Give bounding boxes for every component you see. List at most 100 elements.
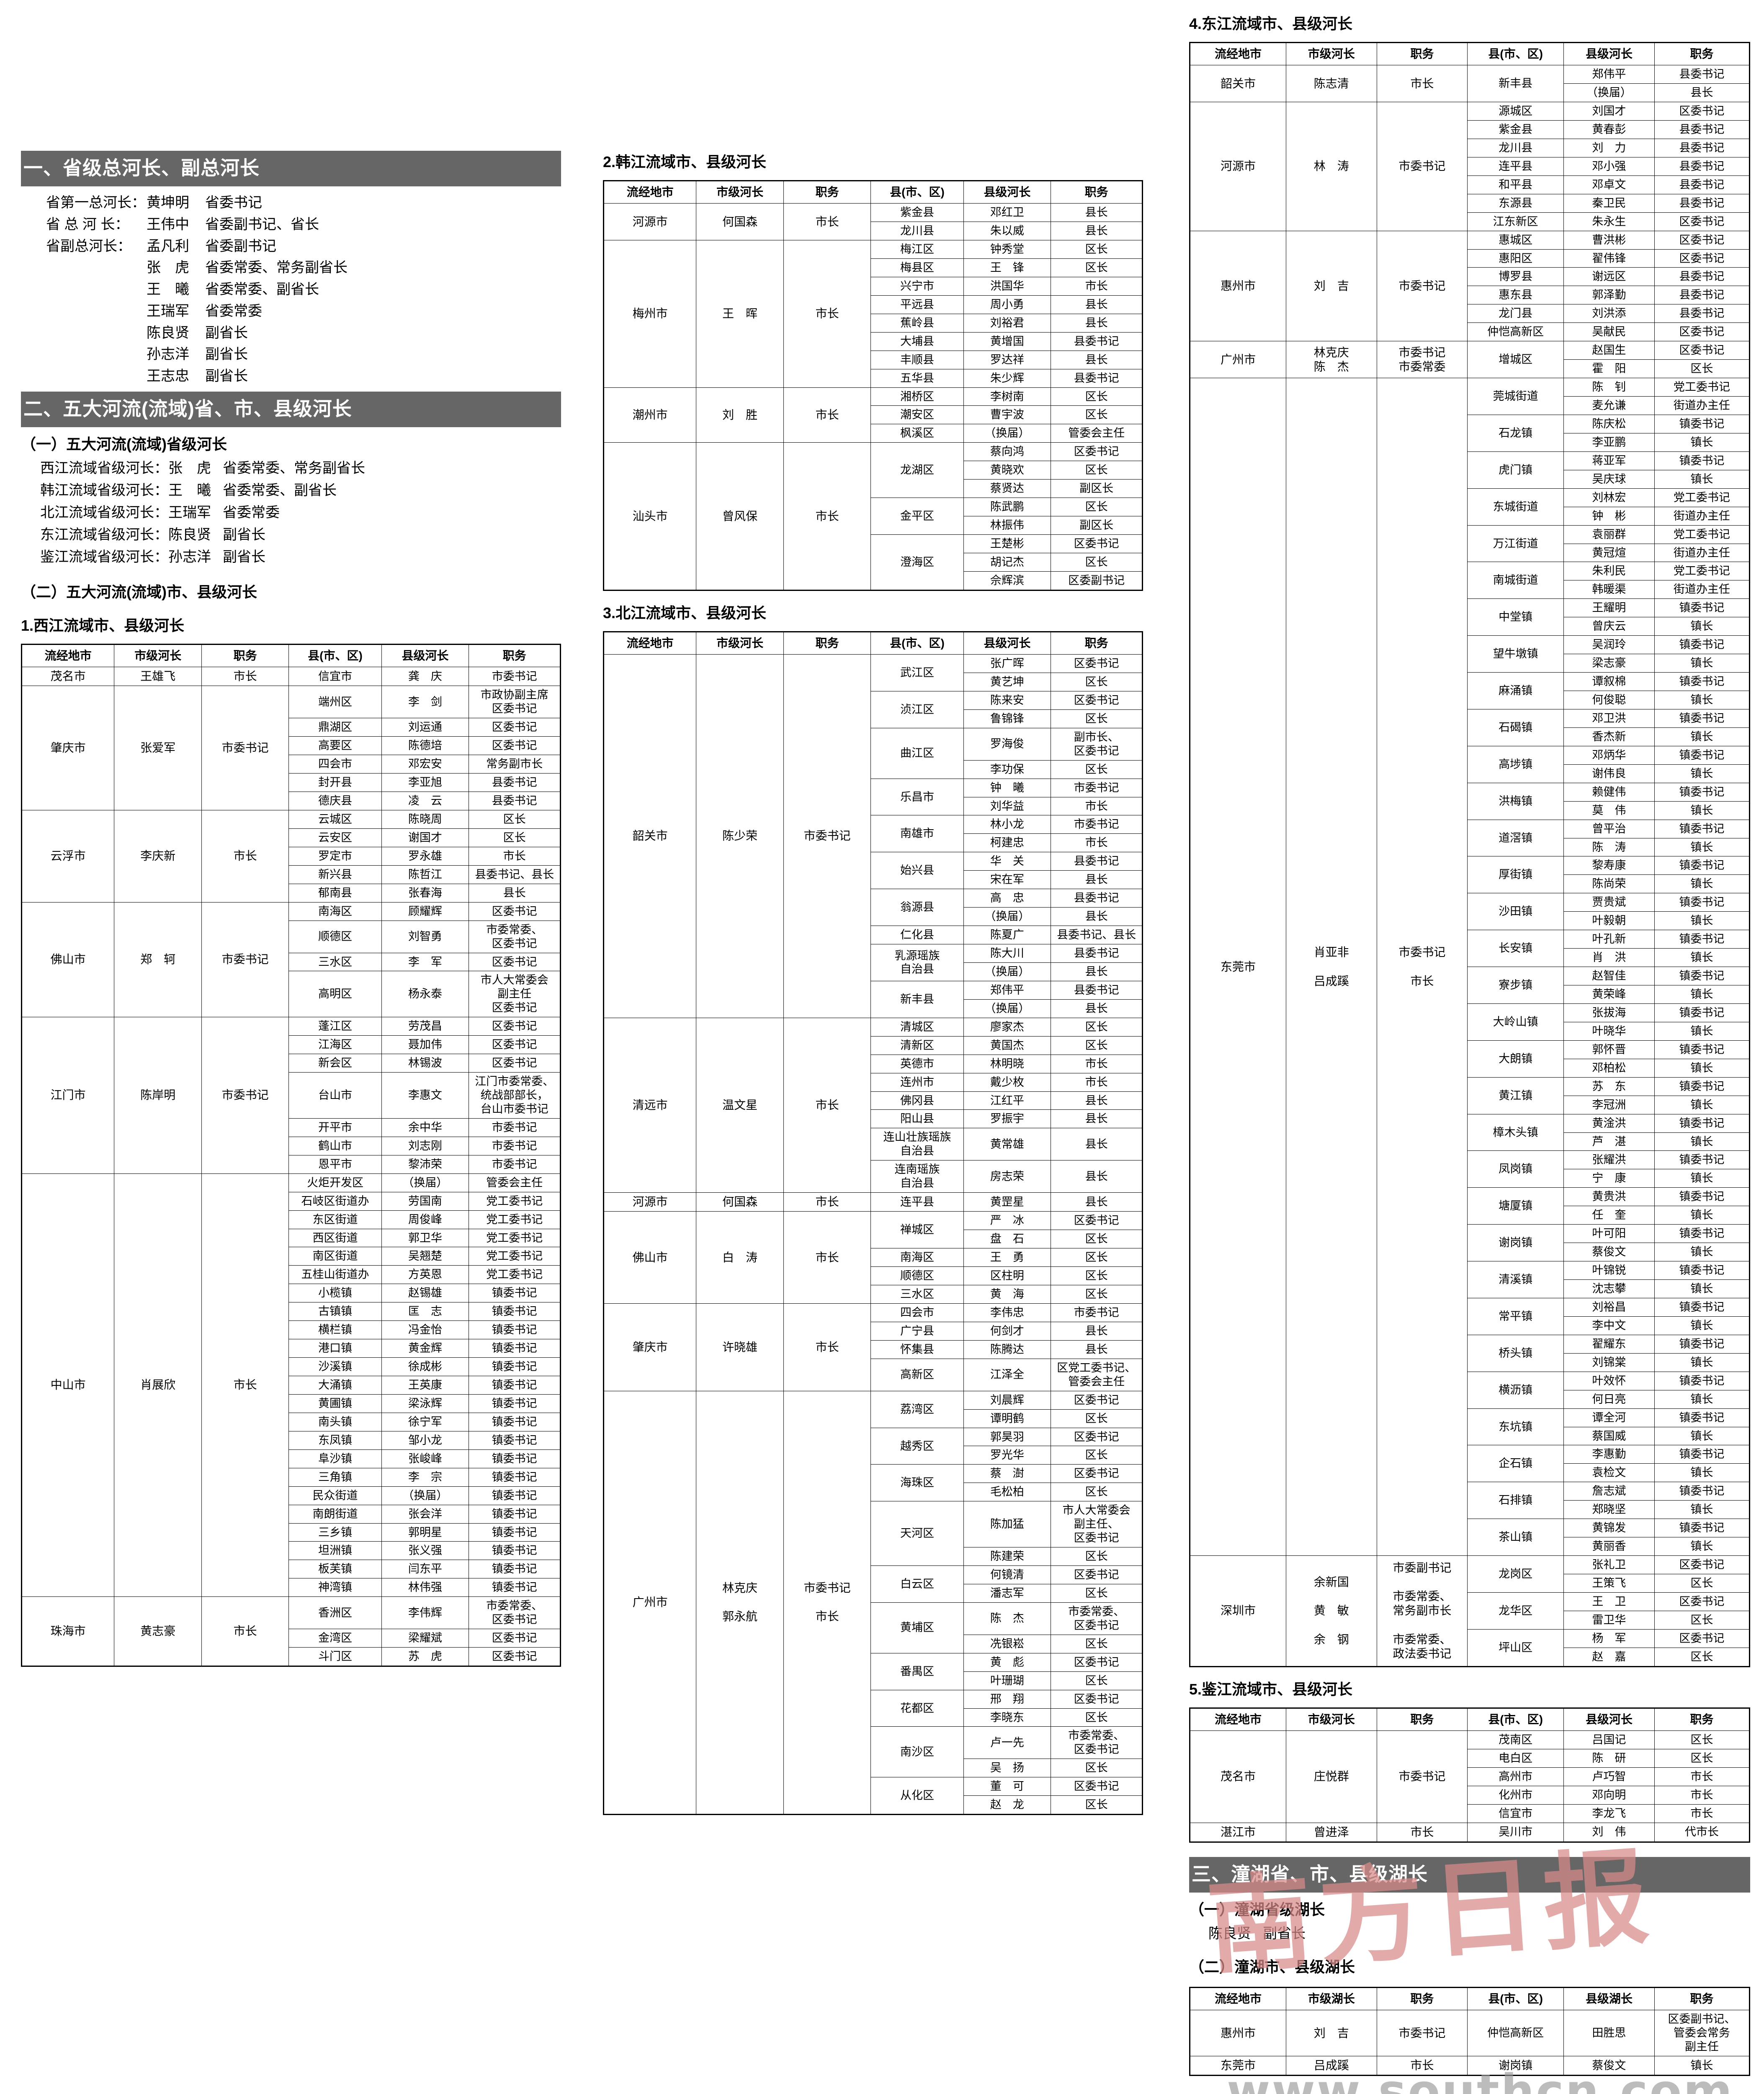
table-row: 谭明鹤 区长 xyxy=(604,1409,1143,1428)
table-row: 厚街镇 黎寿康 镇委书记 xyxy=(1190,856,1750,894)
table-header-row: 流经地市 市级河长 职务 县(市、区) 县级河长 职务 xyxy=(1190,1707,1750,1731)
county-cell: 怀集县 xyxy=(870,1340,964,1359)
county-cell: 石碣镇 xyxy=(1467,709,1564,746)
county-post-cell: 区委书记 xyxy=(469,952,561,972)
county-cell: 紫金县 xyxy=(870,203,964,222)
county-post-cell: 镇长 xyxy=(1654,1206,1750,1225)
county-post-cell: 区委书记 xyxy=(1051,1565,1143,1584)
table-row: 茂名市 庄悦群 市委书记 茂南区 吕国记 区长 xyxy=(1190,1730,1750,1823)
county-cell: 潮安区 xyxy=(870,405,964,425)
county-chief-cell: 刘 力 xyxy=(1563,138,1655,157)
table-row: 凤岗镇 张耀洪 镇委书记 xyxy=(1190,1150,1750,1188)
county-post-cell: 区委书记 xyxy=(469,902,561,921)
county-chief-cell: 何俊聪 xyxy=(1563,691,1655,709)
county-chief-cell: 曹宇波 xyxy=(963,405,1051,425)
county-chief-cell: 吴翘楚 xyxy=(381,1247,469,1266)
county-chief-cell: 冯金怡 xyxy=(381,1320,469,1340)
county-chief-cell: 李伟忠 xyxy=(963,1303,1051,1322)
table-row: 坦洲镇 张义强 镇委书记 xyxy=(22,1541,561,1560)
river-chief-table: 流经地市 市级河长 职务 县(市、区) 县级河长 职务 河源市 何国森 市长 紫金县 邓红卫 县长 龙川… xyxy=(603,180,1143,591)
roster-line: 孙志洋 副省长 xyxy=(147,346,248,363)
county-chief-cell: （换届） xyxy=(963,907,1051,926)
county-post-cell: 镇委书记 xyxy=(1654,1334,1750,1354)
county-chief-cell: 凌 云 xyxy=(381,792,469,811)
county-post-cell: 镇长 xyxy=(1654,985,1750,1004)
county-chief-cell: 刘国才 xyxy=(1563,102,1655,121)
table-row: 韶关市 陈志清 市长 新丰县 郑伟平 县委书记 xyxy=(1190,65,1750,103)
table-row: 封开县 李亚旭 县委书记 xyxy=(22,773,561,792)
county-cell: 台山市 xyxy=(288,1072,382,1119)
table-row: 刘锦棠 镇长 xyxy=(1190,1353,1750,1372)
county-chief-cell: 钟 曦 xyxy=(963,778,1051,797)
county-cell: 连南瑶族 自治县 xyxy=(870,1160,964,1193)
county-post-cell: 区长 xyxy=(1051,1230,1143,1249)
county-post-cell: 副市长、 区委书记 xyxy=(1051,727,1143,761)
table-row: 鹤山市 刘志刚 市委书记 xyxy=(22,1136,561,1155)
county-cell: 端州区 xyxy=(288,686,382,719)
county-cell: 坪山区 xyxy=(1467,1629,1564,1667)
table-row: 东莞市 吕成蹊 市长 谢岗镇 蔡俊文 镇长 xyxy=(1190,2056,1750,2076)
table-row: 板芙镇 闫东平 镇委书记 xyxy=(22,1560,561,1579)
county-chief-cell: 蔡贤达 xyxy=(963,479,1051,498)
county-cell: 南雄市 xyxy=(870,815,964,853)
river-chief-line: 鉴江流域省级河长：孙志洋 副省长 xyxy=(40,549,265,565)
city-cell: 云浮市 xyxy=(21,810,115,903)
county-chief-cell: 芦 湛 xyxy=(1563,1132,1655,1151)
county-chief-cell: 蔡 澍 xyxy=(963,1464,1051,1483)
county-cell: 新会区 xyxy=(288,1054,382,1073)
county-post-cell: 镇委书记 xyxy=(1654,1261,1750,1280)
river-chief-table: 流经地市 市级河长 职务 县(市、区) 县级河长 职务 韶关市 陈少荣 市委书记 武江区 张广晖 区委… xyxy=(603,631,1143,1815)
county-post-cell: 镇长 xyxy=(1654,1095,1750,1114)
hz-cell: 林 涛 xyxy=(1285,102,1377,231)
county-post-cell: 党工委书记 xyxy=(1654,488,1750,507)
post-cell: 市委书记 xyxy=(201,686,289,811)
table-row: 广宁县 何剑才 县长 xyxy=(604,1321,1143,1341)
county-chief-cell: 胡记杰 xyxy=(963,552,1051,572)
river-chief-line: 西江流域省级河长：张 虎省委常委、常务副省长 xyxy=(40,460,365,476)
county-post-cell: 镇委书记 xyxy=(469,1560,561,1579)
column-header: 县(市、区) xyxy=(288,644,382,668)
county-chief-cell: 林伟强 xyxy=(381,1578,469,1597)
city-cell: 东莞市 xyxy=(1190,378,1286,1556)
river-chief-table: 流经地市 市级河长 职务 县(市、区) 县级河长 职务 茂名市 庄悦群 市委书记 茂南区 吕国记 区长… xyxy=(1189,1707,1750,1843)
hz-cell: 李庆新 xyxy=(114,810,202,903)
county-chief-cell: 杨 军 xyxy=(1563,1629,1655,1648)
county-post-cell: 区委书记 xyxy=(469,1035,561,1055)
table-row: 黄冠煊 街道办主任 xyxy=(1190,543,1750,562)
table-row: 大岭山镇 张拔海 镇委书记 xyxy=(1190,1003,1750,1041)
county-cell: 横沥镇 xyxy=(1467,1371,1564,1409)
county-cell: 麻涌镇 xyxy=(1467,672,1564,709)
county-cell: 古镇镇 xyxy=(288,1302,382,1321)
table-row: 雷卫华 区长 xyxy=(1190,1610,1750,1630)
county-post-cell: 镇长 xyxy=(1654,1390,1750,1409)
county-chief-cell: 罗永雄 xyxy=(381,846,469,866)
county-post-cell: 区委书记 xyxy=(1051,534,1143,553)
county-cell: 黄江镇 xyxy=(1467,1077,1564,1114)
county-cell: 石排镇 xyxy=(1467,1482,1564,1519)
county-cell: 惠城区 xyxy=(1467,230,1564,250)
county-post-cell: 镇长 xyxy=(1654,838,1750,857)
city-cell: 惠州市 xyxy=(1190,2010,1286,2057)
county-chief-cell: 房志荣 xyxy=(963,1160,1051,1193)
county-chief-cell: 陈 钊 xyxy=(1563,378,1655,397)
table-row: 黄艺坤 区长 xyxy=(604,672,1143,691)
county-post-cell: 镇委书记 xyxy=(1654,930,1750,949)
county-chief-cell: 刘洪添 xyxy=(1563,304,1655,323)
county-cell: 清新区 xyxy=(870,1036,964,1055)
county-chief-cell: 赖健伟 xyxy=(1563,782,1655,802)
column-header: 市级湖长 xyxy=(1285,1987,1377,2011)
county-post-cell: 市长 xyxy=(1051,797,1143,816)
county-cell: 茶山镇 xyxy=(1467,1519,1564,1556)
county-chief-cell: 叶毅朝 xyxy=(1563,911,1655,931)
hz-cell: 陈岸明 xyxy=(114,1017,202,1174)
county-chief-cell: 叶效怀 xyxy=(1563,1371,1655,1390)
county-cell: 始兴县 xyxy=(870,852,964,890)
county-cell: 佛冈县 xyxy=(870,1091,964,1110)
county-post-cell: 党工委书记 xyxy=(1654,562,1750,581)
county-chief-cell: 朱利民 xyxy=(1563,562,1655,581)
county-chief-cell: 林振伟 xyxy=(963,516,1051,535)
county-chief-cell: 叶孔新 xyxy=(1563,930,1655,949)
county-chief-cell: 鲁锦锋 xyxy=(963,709,1051,728)
county-chief-cell: 朱永生 xyxy=(1563,212,1655,231)
post-cell: 市委书记 xyxy=(1376,2010,1468,2057)
